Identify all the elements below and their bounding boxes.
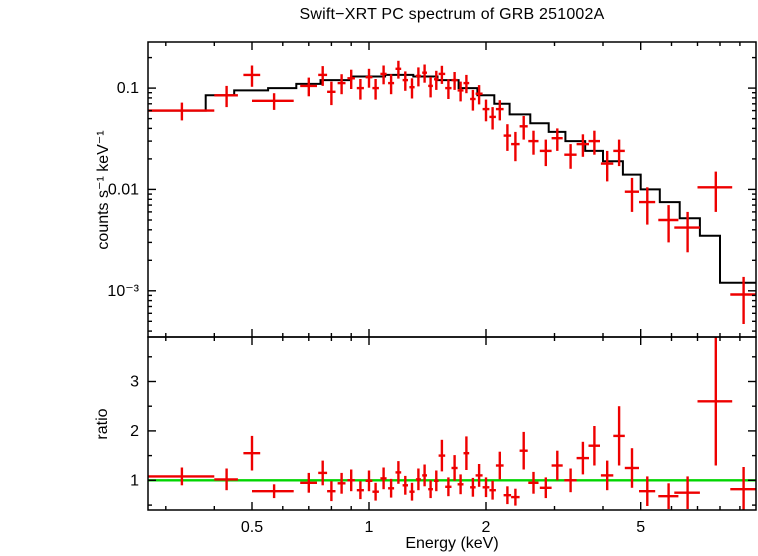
x-tick-label: 2 [482, 519, 491, 536]
y-tick-label-ratio: 1 [130, 472, 139, 489]
ratio-panel-data [148, 337, 756, 510]
y-tick-label-counts: 0.1 [117, 80, 139, 97]
x-tick-label: 0.5 [241, 519, 263, 536]
spectrum-panel-data [148, 60, 756, 324]
y-tick-label-counts: 0.01 [108, 181, 139, 198]
y-axis-label-counts: counts s⁻¹ keV⁻¹ [95, 130, 112, 250]
y-tick-label-counts: 10⁻³ [107, 283, 139, 300]
ratio-panel-frame [147, 336, 757, 511]
model-curve [148, 73, 756, 284]
y-tick-label-ratio: 3 [130, 374, 139, 391]
y-axis-label-ratio: ratio [94, 408, 111, 440]
x-tick-label: 1 [365, 519, 374, 536]
x-tick-label: 5 [636, 519, 645, 536]
chart-title: Swift−XRT PC spectrum of GRB 251002A [299, 6, 605, 23]
y-tick-label-ratio: 2 [130, 423, 139, 440]
spectrum-panel-frame [147, 41, 757, 338]
x-axis-label: Energy (keV) [405, 535, 499, 552]
